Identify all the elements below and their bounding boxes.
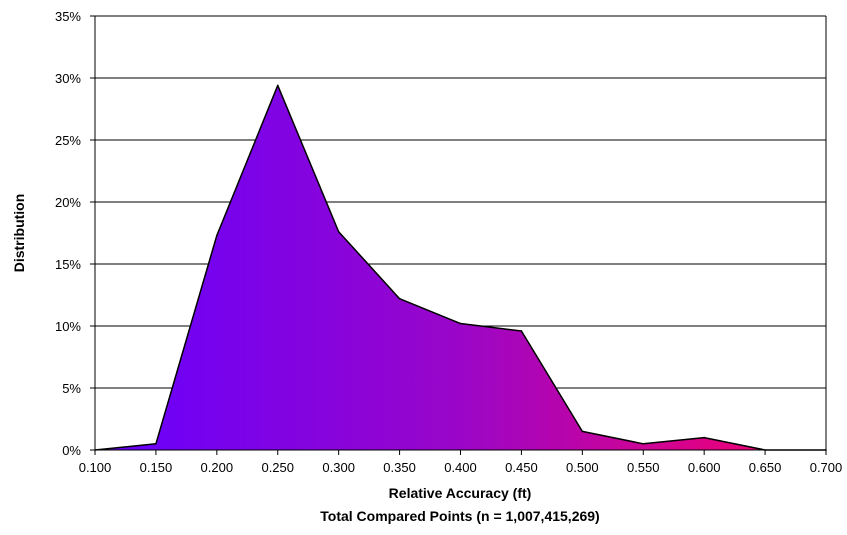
data-point (642, 443, 645, 445)
x-tick-label: 0.200 (201, 460, 234, 475)
x-tick-label: 0.400 (444, 460, 477, 475)
y-tick-label: 15% (55, 257, 81, 272)
x-axis-title: Relative Accuracy (ft) (389, 485, 532, 501)
x-tick-label: 0.150 (140, 460, 173, 475)
data-area (94, 84, 827, 451)
y-tick-label: 25% (55, 133, 81, 148)
x-tick-label: 0.650 (749, 460, 782, 475)
x-tick-label: 0.550 (627, 460, 660, 475)
y-axis-title: Distribution (11, 194, 27, 273)
y-tick-label: 10% (55, 319, 81, 334)
y-tick-label: 0% (62, 443, 81, 458)
x-axis-subtitle: Total Compared Points (n = 1,007,415,269… (320, 508, 599, 524)
x-tick-labels: 0.100 0.150 0.200 0.250 0.300 0.350 0.400 0.450… (79, 460, 843, 475)
x-tick-label: 0.600 (688, 460, 721, 475)
y-tick-label: 20% (55, 195, 81, 210)
x-tick-label: 0.450 (505, 460, 538, 475)
axes (90, 15, 827, 455)
data-point (216, 234, 218, 237)
x-tick-label: 0.100 (79, 460, 112, 475)
data-point (703, 436, 705, 439)
data-point (581, 430, 584, 433)
x-tick-label: 0.350 (383, 460, 416, 475)
data-point (337, 230, 340, 233)
y-tick-label: 5% (62, 381, 81, 396)
data-point (520, 330, 523, 332)
x-tick-label: 0.300 (322, 460, 355, 475)
x-tick-label: 0.500 (566, 460, 599, 475)
area-fill (95, 85, 826, 450)
data-point (459, 322, 462, 325)
data-point (398, 297, 401, 300)
y-tick-labels: 0% 5% 10% 15% 20% 25% 30% 35% (55, 9, 81, 458)
data-point (155, 443, 157, 445)
y-tick-label: 30% (55, 71, 81, 86)
data-point (276, 84, 279, 87)
x-tick-label: 0.700 (810, 460, 843, 475)
y-tick-label: 35% (55, 9, 81, 24)
x-tick-label: 0.250 (261, 460, 294, 475)
